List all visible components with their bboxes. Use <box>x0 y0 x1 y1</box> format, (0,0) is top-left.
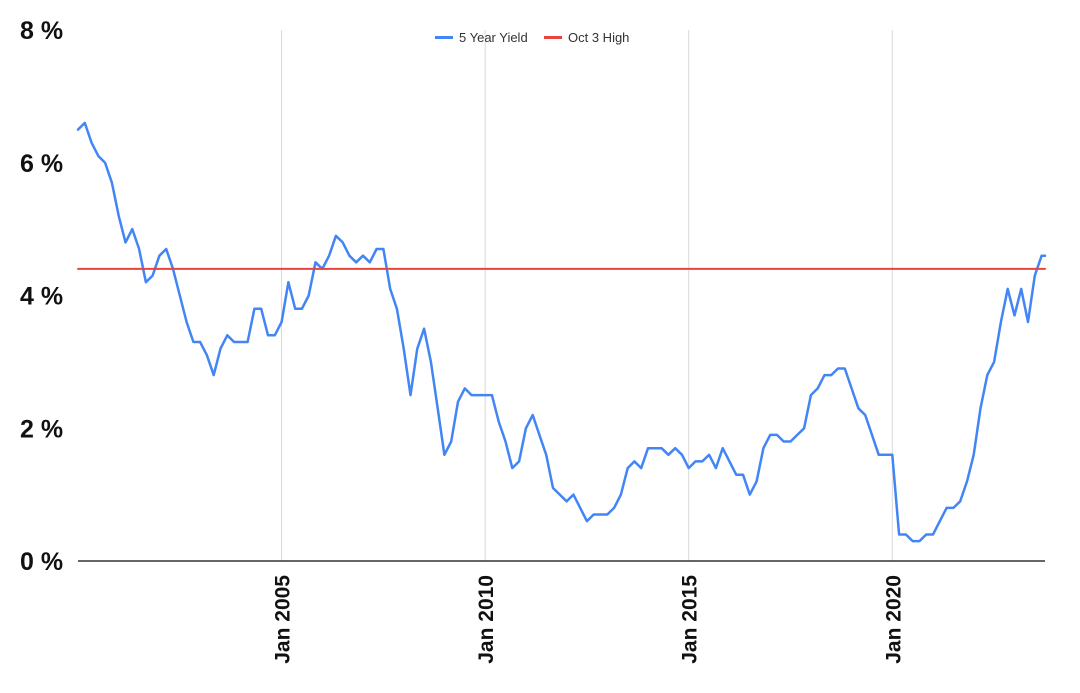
x-tick-label-jan-2020: Jan 2020 <box>882 575 905 664</box>
legend-swatch-oct-3-high <box>544 36 562 39</box>
legend-label-oct-3-high: Oct 3 High <box>568 30 629 45</box>
grid-lines <box>281 30 893 561</box>
y-tick-label-0: 0 % <box>20 548 63 576</box>
x-tick-label-jan-2005: Jan 2005 <box>272 575 295 664</box>
y-tick-label-6: 6 % <box>20 150 63 178</box>
axes: Jan 2005 Jan 2010 Jan 2015 Jan 2020 0 % 2 % 4 … <box>20 17 1045 664</box>
series-lines <box>76 121 1047 543</box>
series-line-5-year-yield <box>76 121 1047 543</box>
legend-label-5-year-yield: 5 Year Yield <box>459 30 528 45</box>
x-tick-label-jan-2010: Jan 2010 <box>475 575 498 664</box>
legend-swatch-5-year-yield <box>435 36 453 39</box>
x-tick-label-jan-2015: Jan 2015 <box>679 575 702 664</box>
legend: 5 Year Yield Oct 3 High <box>435 30 629 45</box>
y-tick-label-4: 4 % <box>20 283 63 311</box>
y-tick-label-2: 2 % <box>20 415 63 443</box>
y-tick-label-8: 8 % <box>20 17 63 45</box>
